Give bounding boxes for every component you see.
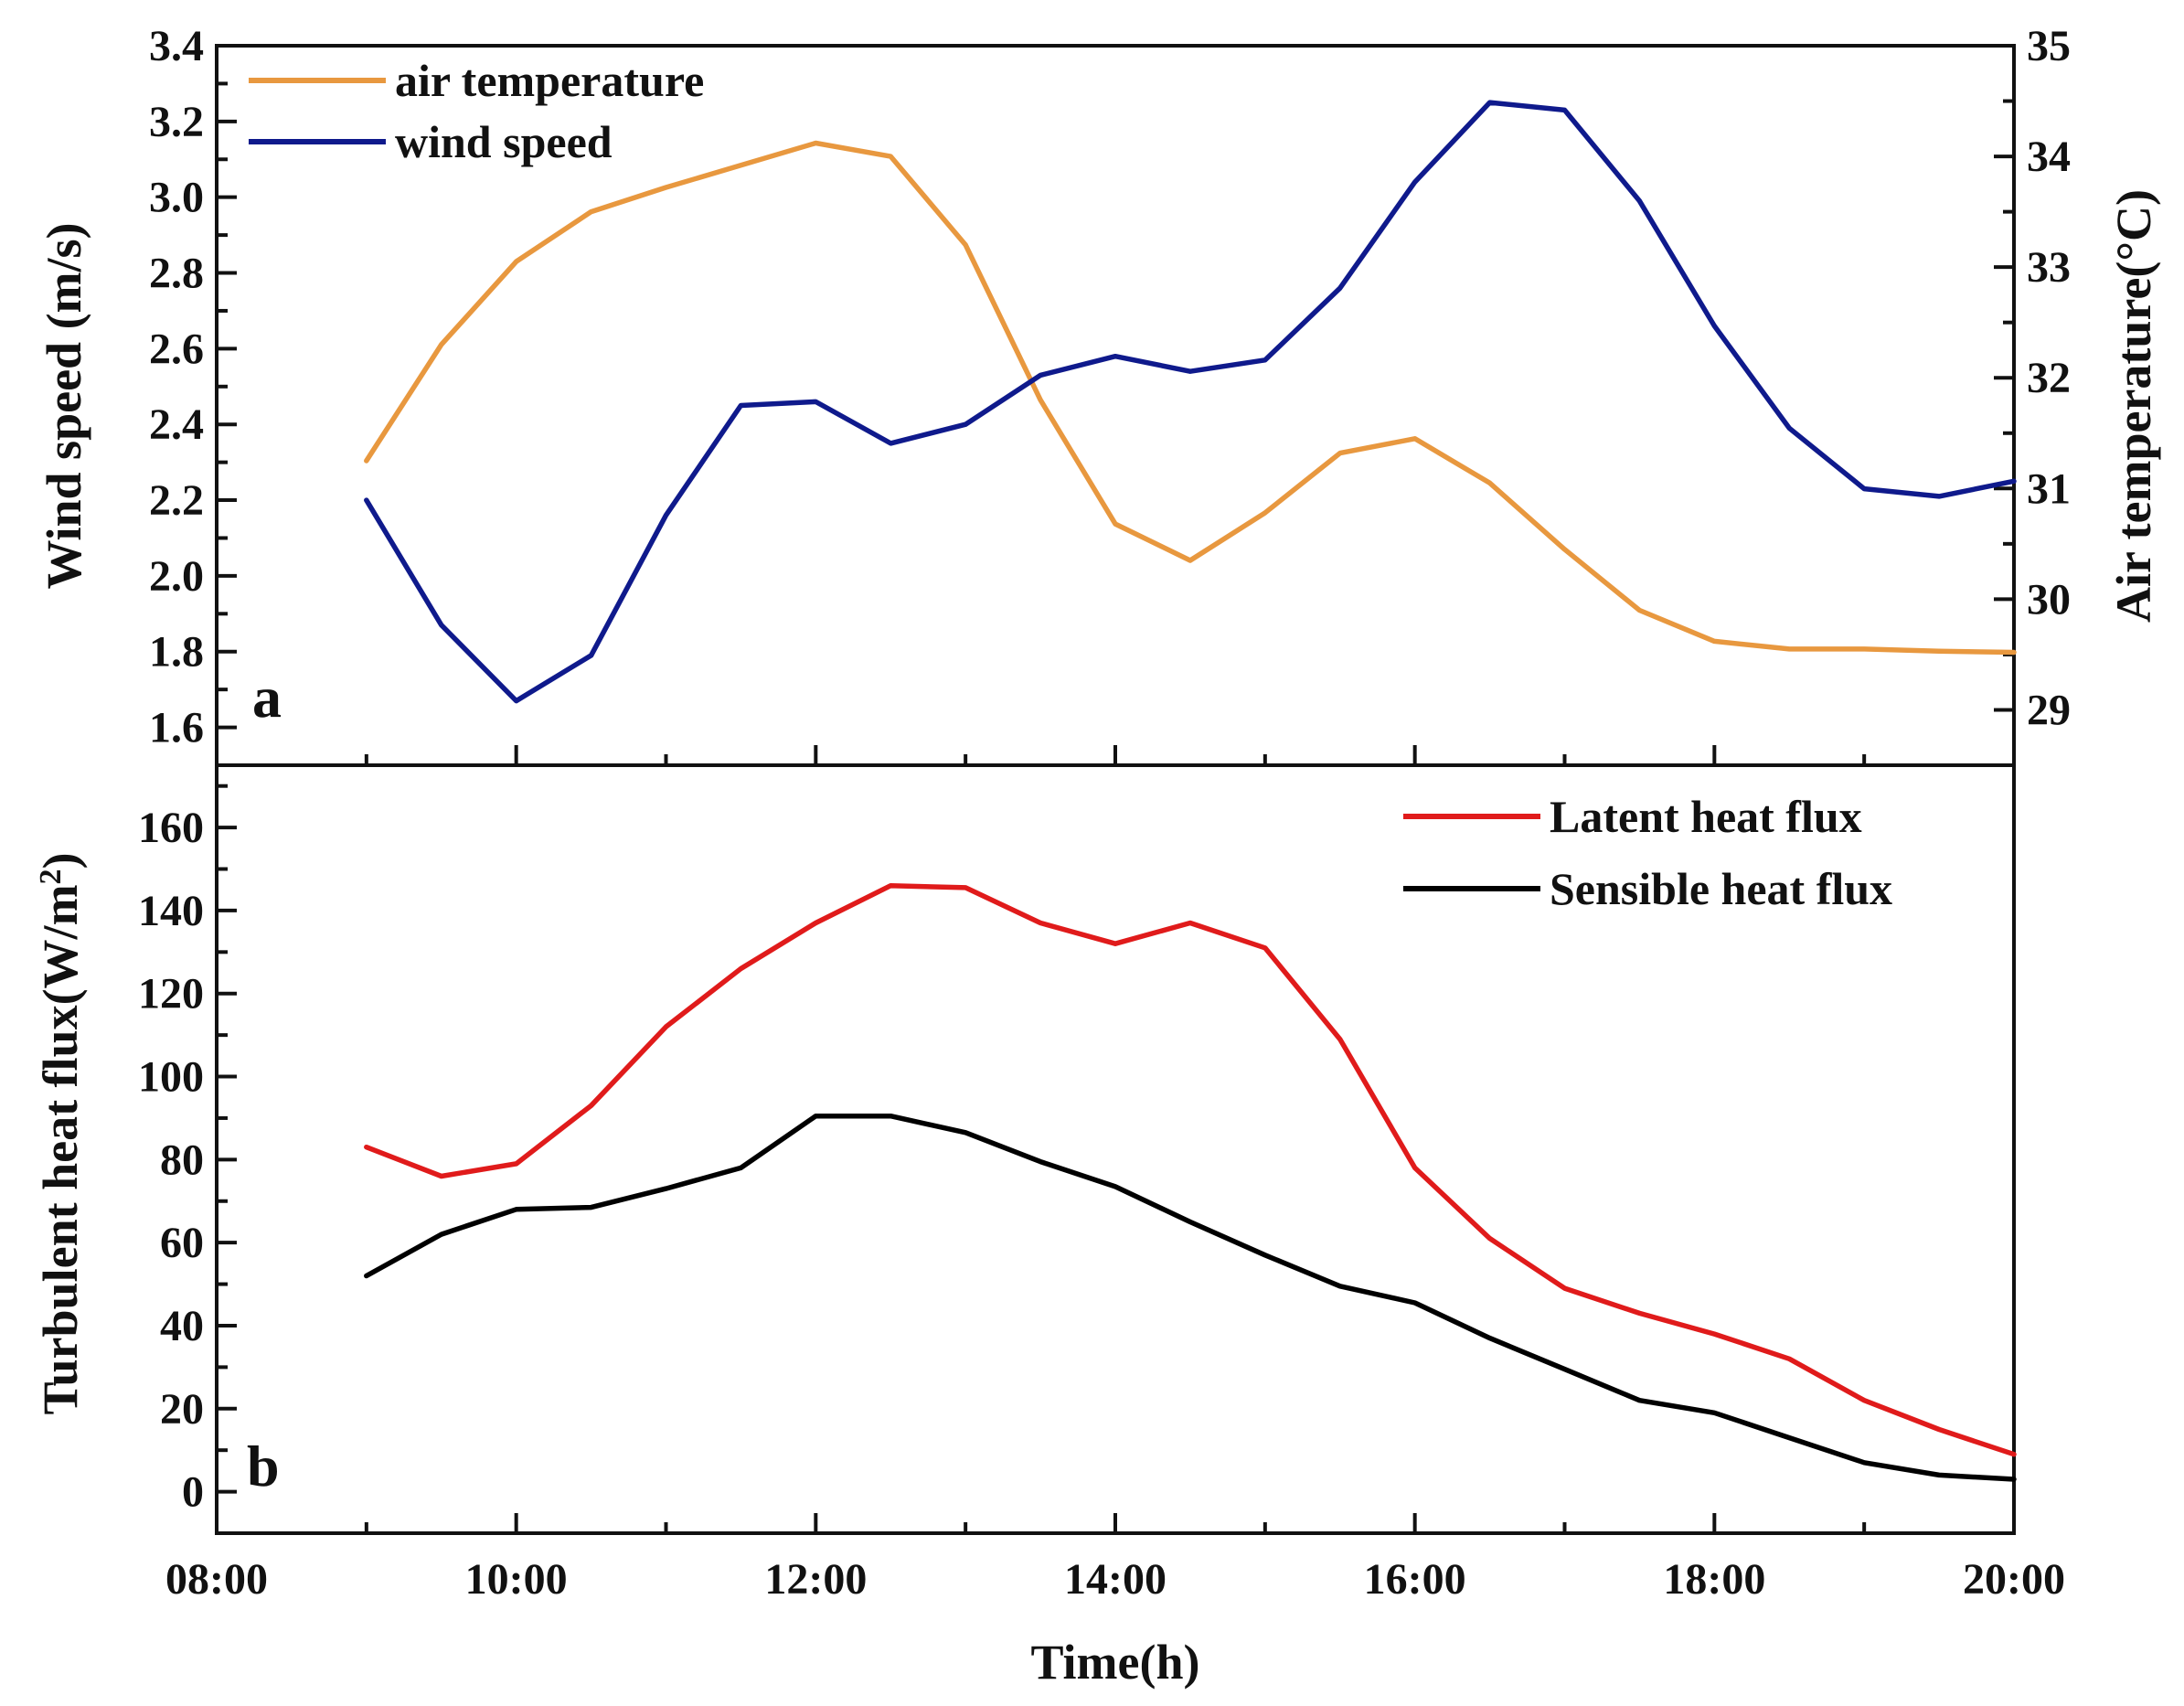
y-axis-title-air-temperature: Air temperature(°C) — [2106, 189, 2161, 623]
y-tick-label-a: 2.2 — [149, 476, 204, 525]
x-tick-label: 20:00 — [1963, 1555, 2065, 1604]
y-axis-title-wind-speed: Wind speed (m/s) — [37, 222, 91, 589]
y-axis-title-heat-flux-main: Turbulent heat flux(W/m — [33, 884, 88, 1414]
y-tick-label-b: 0 — [182, 1468, 204, 1517]
tick-label-layer: 08:00 10:00 12:00 14:00 16:00 18:00 20:00 1.6 1.… — [138, 22, 2071, 1604]
x-tick-label: 08:00 — [165, 1555, 268, 1604]
legend-label-latent-heat-flux: Latent heat flux — [1550, 791, 1862, 842]
y-axis-title-heat-flux: Turbulent heat flux(W/m2) — [33, 852, 88, 1414]
x-tick-label: 12:00 — [764, 1555, 867, 1604]
y2-tick-label-a: 30 — [2027, 575, 2071, 624]
series-line-air-temperature — [364, 140, 2017, 656]
tick-layer — [215, 44, 2016, 1535]
y-tick-label-b: 160 — [138, 804, 204, 852]
x-tick-label: 16:00 — [1364, 1555, 1466, 1604]
series-line-wind-speed — [364, 100, 2017, 704]
y-tick-label-b: 140 — [138, 887, 204, 935]
y2-tick-label-a: 31 — [2027, 464, 2071, 513]
y-tick-label-b: 120 — [138, 970, 204, 1018]
y-tick-label-b: 100 — [138, 1053, 204, 1102]
x-tick-label: 10:00 — [465, 1555, 568, 1604]
y-axis-title-heat-flux-close: ) — [33, 852, 88, 869]
y-tick-label-a: 2.6 — [149, 325, 204, 373]
y-tick-label-a: 1.6 — [149, 704, 204, 752]
y2-tick-label-a: 29 — [2027, 686, 2071, 734]
panel-letter-b: b — [247, 1434, 280, 1498]
x-tick-label: 14:00 — [1064, 1555, 1167, 1604]
y-tick-label-b: 40 — [160, 1302, 204, 1350]
y2-tick-label-a: 33 — [2027, 243, 2071, 292]
series-line-latent-heat-flux — [364, 882, 2017, 1457]
y-tick-label-a: 2.0 — [149, 552, 204, 601]
x-axis-title: Time(h) — [1031, 1635, 1200, 1690]
legend-label-sensible-heat-flux: Sensible heat flux — [1550, 863, 1892, 914]
y-tick-label-a: 3.2 — [149, 98, 204, 146]
y-tick-label-a: 3.0 — [149, 174, 204, 222]
y-tick-label-b: 60 — [160, 1219, 204, 1267]
y-tick-label-a: 1.8 — [149, 628, 204, 677]
legend-layer: air temperature wind speed Latent heat flu… — [249, 55, 1892, 914]
legend-label-wind-speed: wind speed — [395, 116, 613, 167]
series-line-sensible-heat-flux — [364, 1113, 2017, 1482]
y-tick-label-a: 3.4 — [149, 22, 204, 70]
x-tick-label: 18:00 — [1663, 1555, 1765, 1604]
y-axis-title-heat-flux-superscript: 2 — [34, 869, 68, 884]
panel-letter-a: a — [252, 665, 282, 730]
y-tick-label-a: 2.4 — [149, 400, 204, 449]
y2-tick-label-a: 32 — [2027, 354, 2071, 402]
y-tick-label-a: 2.8 — [149, 250, 204, 298]
y2-tick-label-a: 35 — [2027, 22, 2071, 70]
y-tick-label-b: 80 — [160, 1136, 204, 1184]
y-tick-label-b: 20 — [160, 1385, 204, 1434]
y2-tick-label-a: 34 — [2027, 133, 2071, 181]
legend-label-air-temperature: air temperature — [395, 55, 704, 106]
series-layer — [364, 100, 2017, 1482]
